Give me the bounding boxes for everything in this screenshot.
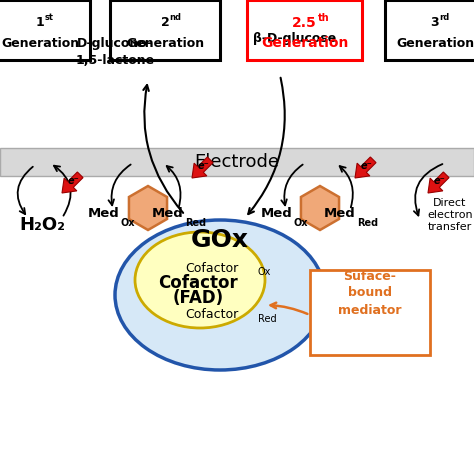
Text: Direct
electron
transfer: Direct electron transfer xyxy=(427,198,473,232)
Text: e⁻: e⁻ xyxy=(434,176,446,186)
FancyArrow shape xyxy=(428,172,449,193)
Text: e⁻: e⁻ xyxy=(361,161,373,171)
Polygon shape xyxy=(129,186,167,230)
FancyArrow shape xyxy=(355,157,376,178)
FancyArrow shape xyxy=(62,172,83,193)
Text: Cofactor: Cofactor xyxy=(158,274,238,292)
Text: 3: 3 xyxy=(431,16,439,29)
Bar xyxy=(110,0,220,60)
Text: Ox: Ox xyxy=(121,218,136,228)
Text: rd: rd xyxy=(439,13,450,22)
Text: 2: 2 xyxy=(161,16,169,29)
Text: Med: Med xyxy=(152,207,184,219)
Text: Med: Med xyxy=(324,207,356,219)
Text: Generation: Generation xyxy=(1,36,79,50)
Text: GOx: GOx xyxy=(191,228,249,252)
Bar xyxy=(0,148,474,176)
Text: Generation: Generation xyxy=(396,36,474,50)
Text: 1: 1 xyxy=(36,16,45,29)
Text: H₂O₂: H₂O₂ xyxy=(19,216,65,234)
Bar xyxy=(247,0,362,60)
Text: Red: Red xyxy=(185,218,206,228)
FancyArrow shape xyxy=(192,157,213,178)
Text: 2.5: 2.5 xyxy=(292,16,317,30)
Text: (FAD): (FAD) xyxy=(173,289,224,307)
Bar xyxy=(0,0,90,60)
Text: st: st xyxy=(45,13,54,22)
Text: Ox: Ox xyxy=(294,218,309,228)
Text: Med: Med xyxy=(261,207,293,219)
Ellipse shape xyxy=(135,232,265,328)
Text: Red: Red xyxy=(258,314,277,324)
Text: Generation: Generation xyxy=(261,36,348,50)
Text: e⁻: e⁻ xyxy=(198,161,210,171)
Text: Ox: Ox xyxy=(258,267,272,277)
Text: Cofactor: Cofactor xyxy=(185,309,238,321)
Text: Med: Med xyxy=(88,207,120,219)
Text: Electrode: Electrode xyxy=(194,153,280,171)
Ellipse shape xyxy=(115,220,325,370)
Polygon shape xyxy=(301,186,339,230)
Text: nd: nd xyxy=(170,13,182,22)
Text: Red: Red xyxy=(357,218,378,228)
Text: β-D-glucose: β-D-glucose xyxy=(254,31,337,45)
Text: Generation: Generation xyxy=(126,36,204,50)
Text: th: th xyxy=(318,13,329,23)
Text: Cofactor: Cofactor xyxy=(185,262,238,274)
Text: D-glucono-
1,5-lactone: D-glucono- 1,5-lactone xyxy=(75,37,155,67)
Text: Suface-
bound
mediator: Suface- bound mediator xyxy=(338,270,402,317)
FancyBboxPatch shape xyxy=(310,270,430,355)
Bar xyxy=(385,0,474,60)
Text: e⁻: e⁻ xyxy=(68,176,80,186)
